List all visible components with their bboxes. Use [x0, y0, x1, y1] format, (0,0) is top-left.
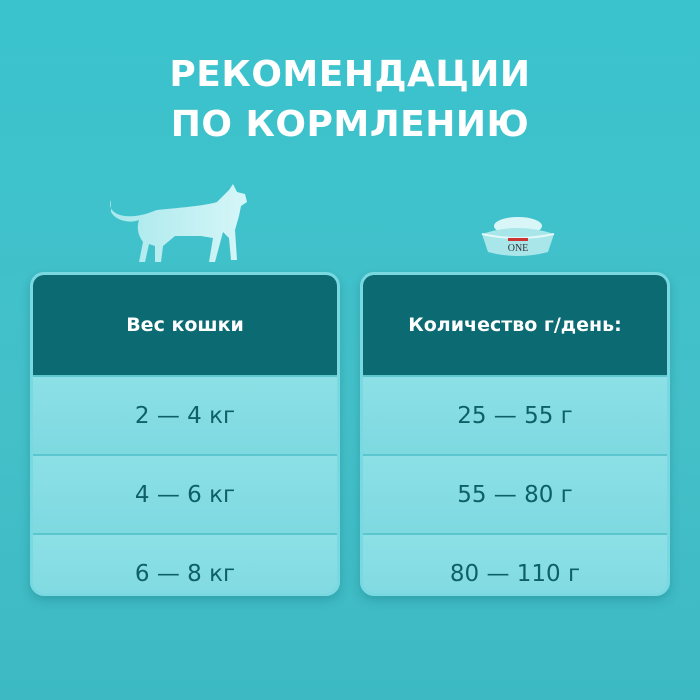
table-row: 25 — 55 г [363, 375, 667, 454]
food-bowl-icon: ONE [481, 217, 555, 256]
column-header: Вес кошки [33, 275, 337, 375]
table-row: 80 — 110 г [363, 533, 667, 593]
title-line-2: ПО КОРМЛЕНИЮ [170, 104, 530, 145]
table-row: 6 — 8 кг [33, 533, 337, 593]
page-title: РЕКОМЕНДАЦИИ ПО КОРМЛЕНИЮ [0, 50, 700, 150]
table-row: 4 — 6 кг [33, 454, 337, 533]
cat-weight-column: Вес кошки 2 — 4 кг 4 — 6 кг 6 — 8 кг [30, 272, 340, 596]
cat-silhouette-icon [110, 184, 247, 262]
table-row: 55 — 80 г [363, 454, 667, 533]
svg-text:ONE: ONE [508, 243, 529, 254]
daily-amount-column: Количество г/день: 25 — 55 г 55 — 80 г 8… [360, 272, 670, 596]
title-line-1: РЕКОМЕНДАЦИИ [169, 54, 531, 95]
column-header: Количество г/день: [363, 275, 667, 375]
table-row: 2 — 4 кг [33, 375, 337, 454]
